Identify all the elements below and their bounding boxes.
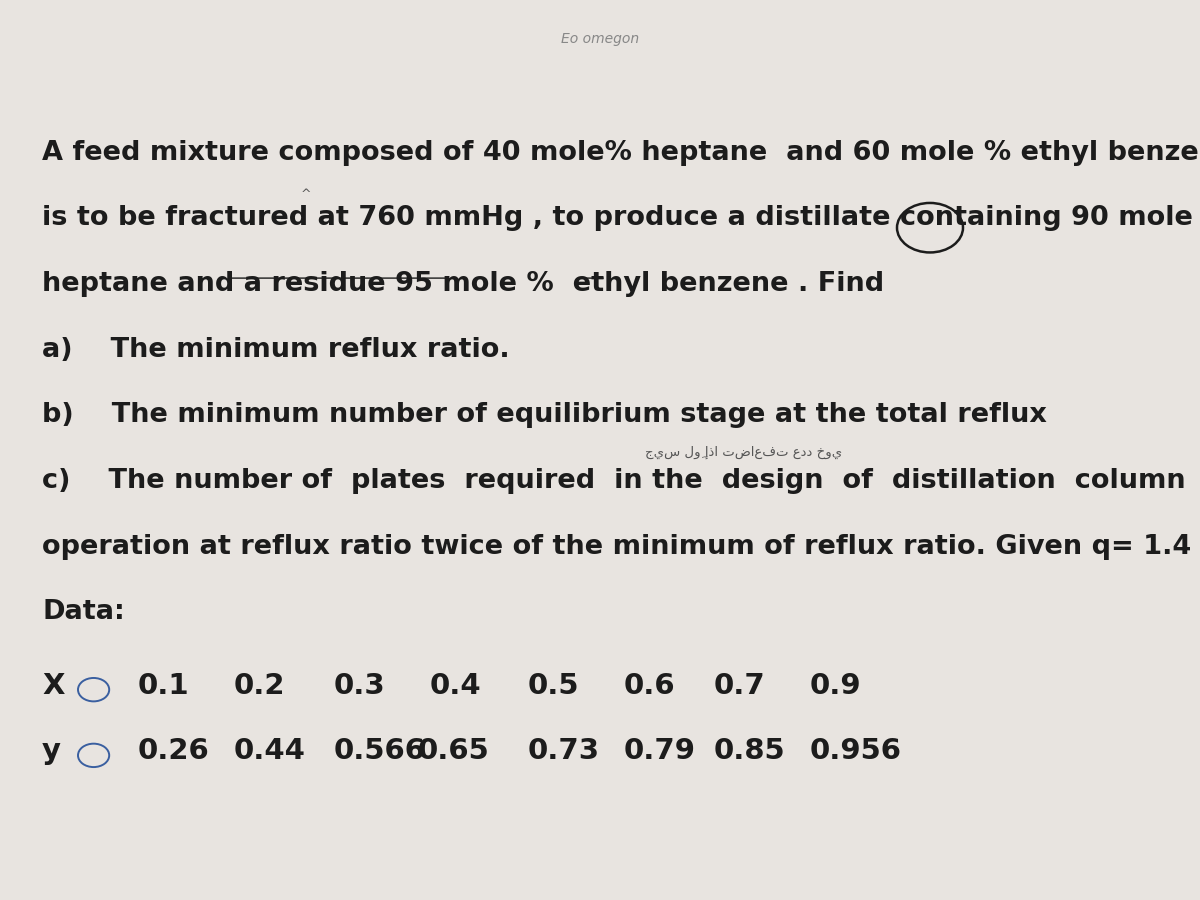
Text: 0.2: 0.2 [234, 671, 286, 699]
Text: y: y [42, 737, 61, 765]
Text: 0.9: 0.9 [810, 671, 862, 699]
Text: 0.3: 0.3 [334, 671, 385, 699]
Text: 0.65: 0.65 [418, 737, 490, 765]
Text: 0.7: 0.7 [714, 671, 766, 699]
Text: 0.1: 0.1 [138, 671, 190, 699]
Text: c)    The number of  plates  required  in the  design  of  distillation  column: c) The number of plates required in the … [42, 468, 1186, 494]
Text: A feed mixture composed of 40 mole% heptane  and 60 mole % ethyl benzene: A feed mixture composed of 40 mole% hept… [42, 140, 1200, 166]
Text: a)    The minimum reflux ratio.: a) The minimum reflux ratio. [42, 337, 510, 363]
Text: 0.4: 0.4 [430, 671, 481, 699]
Text: جيس لوِ إذا تضاعفت عدد خوي: جيس لوِ إذا تضاعفت عدد خوي [646, 446, 842, 459]
Text: heptane and a residue 95 mole %  ethyl benzene . Find: heptane and a residue 95 mole % ethyl be… [42, 271, 884, 297]
Text: 0.26: 0.26 [138, 737, 210, 765]
Text: b)    The minimum number of equilibrium stage at the total reflux: b) The minimum number of equilibrium sta… [42, 402, 1046, 428]
Text: 0.5: 0.5 [528, 671, 580, 699]
Text: Data:: Data: [42, 599, 125, 625]
Text: 0.85: 0.85 [714, 737, 786, 765]
Text: 0.44: 0.44 [234, 737, 306, 765]
Text: is to be fractured at 760 mmHg , to produce a distillate containing 90 mole %: is to be fractured at 760 mmHg , to prod… [42, 205, 1200, 231]
Text: X: X [42, 671, 65, 699]
Text: ^: ^ [301, 188, 311, 201]
Text: 0.6: 0.6 [624, 671, 676, 699]
Text: Eo omegon: Eo omegon [560, 32, 640, 46]
Text: 0.73: 0.73 [528, 737, 600, 765]
Text: 0.566: 0.566 [334, 737, 426, 765]
Text: 0.956: 0.956 [810, 737, 902, 765]
Text: operation at reflux ratio twice of the minimum of reflux ratio. Given q= 1.4: operation at reflux ratio twice of the m… [42, 534, 1192, 560]
Text: 0.79: 0.79 [624, 737, 696, 765]
